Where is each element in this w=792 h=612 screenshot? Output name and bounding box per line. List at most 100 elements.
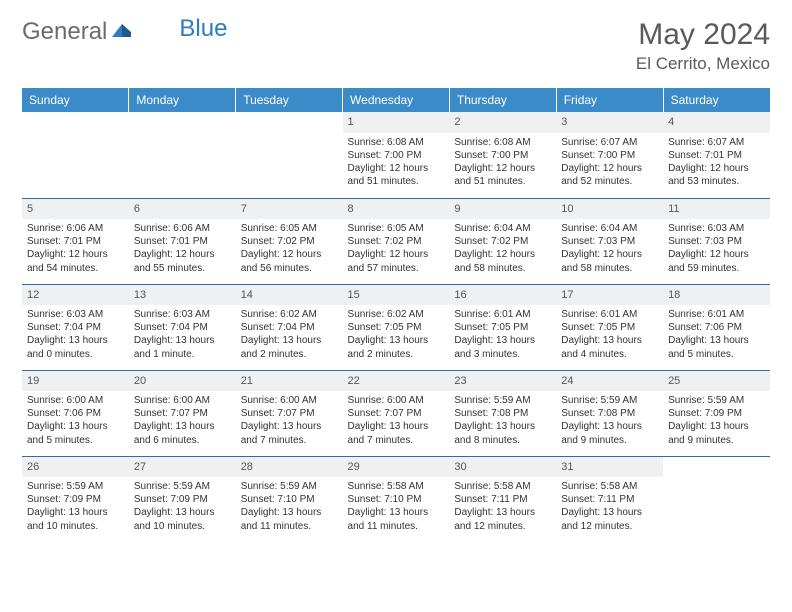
calendar-day-cell	[129, 112, 236, 198]
day-details: Sunrise: 6:02 AMSunset: 7:04 PMDaylight:…	[241, 308, 338, 361]
month-title: May 2024	[636, 18, 770, 52]
day-number: 28	[236, 457, 343, 478]
calendar-day-cell: 27Sunrise: 5:59 AMSunset: 7:09 PMDayligh…	[129, 456, 236, 542]
day-details: Sunrise: 6:00 AMSunset: 7:07 PMDaylight:…	[134, 394, 231, 447]
day-details: Sunrise: 6:08 AMSunset: 7:00 PMDaylight:…	[454, 136, 551, 189]
day-number: 12	[22, 285, 129, 306]
logo: General Blue	[22, 18, 227, 46]
day-number: 19	[22, 371, 129, 392]
calendar-day-cell: 3 Sunrise: 6:07 AMSunset: 7:00 PMDaylight…	[556, 112, 663, 198]
day-details: Sunrise: 5:58 AMSunset: 7:10 PMDaylight:…	[348, 480, 445, 533]
title-block: May 2024 El Cerrito, Mexico	[636, 18, 770, 74]
calendar-day-cell: 16Sunrise: 6:01 AMSunset: 7:05 PMDayligh…	[449, 284, 556, 370]
calendar-day-cell: 25Sunrise: 5:59 AMSunset: 7:09 PMDayligh…	[663, 370, 770, 456]
calendar-day-cell: 10Sunrise: 6:04 AMSunset: 7:03 PMDayligh…	[556, 198, 663, 284]
calendar-day-cell: 22Sunrise: 6:00 AMSunset: 7:07 PMDayligh…	[343, 370, 450, 456]
calendar-day-cell: 28Sunrise: 5:59 AMSunset: 7:10 PMDayligh…	[236, 456, 343, 542]
weekday-header: Saturday	[663, 88, 770, 112]
logo-text-blue: Blue	[179, 15, 227, 43]
day-details: Sunrise: 5:58 AMSunset: 7:11 PMDaylight:…	[561, 480, 658, 533]
calendar-day-cell: 13Sunrise: 6:03 AMSunset: 7:04 PMDayligh…	[129, 284, 236, 370]
weekday-header: Monday	[129, 88, 236, 112]
calendar-day-cell: 20Sunrise: 6:00 AMSunset: 7:07 PMDayligh…	[129, 370, 236, 456]
calendar-week-row: 12Sunrise: 6:03 AMSunset: 7:04 PMDayligh…	[22, 284, 770, 370]
day-details: Sunrise: 6:05 AMSunset: 7:02 PMDaylight:…	[348, 222, 445, 275]
calendar-table: SundayMondayTuesdayWednesdayThursdayFrid…	[22, 88, 770, 542]
calendar-day-cell	[236, 112, 343, 198]
weekday-header: Sunday	[22, 88, 129, 112]
day-number: 1	[343, 112, 450, 133]
day-number: 6	[129, 199, 236, 220]
logo-icon	[108, 18, 133, 46]
day-details: Sunrise: 6:03 AMSunset: 7:04 PMDaylight:…	[134, 308, 231, 361]
calendar-day-cell	[22, 112, 129, 198]
weekday-header: Tuesday	[236, 88, 343, 112]
day-details: Sunrise: 6:04 AMSunset: 7:02 PMDaylight:…	[454, 222, 551, 275]
day-number: 8	[343, 199, 450, 220]
calendar-week-row: 26Sunrise: 5:59 AMSunset: 7:09 PMDayligh…	[22, 456, 770, 542]
calendar-day-cell: 17Sunrise: 6:01 AMSunset: 7:05 PMDayligh…	[556, 284, 663, 370]
day-details: Sunrise: 6:08 AMSunset: 7:00 PMDaylight:…	[348, 136, 445, 189]
calendar-day-cell: 4 Sunrise: 6:07 AMSunset: 7:01 PMDaylight…	[663, 112, 770, 198]
day-details: Sunrise: 5:58 AMSunset: 7:11 PMDaylight:…	[454, 480, 551, 533]
location-label: El Cerrito, Mexico	[636, 54, 770, 74]
day-number: 30	[449, 457, 556, 478]
day-details: Sunrise: 6:06 AMSunset: 7:01 PMDaylight:…	[27, 222, 124, 275]
day-number: 18	[663, 285, 770, 306]
day-details: Sunrise: 6:02 AMSunset: 7:05 PMDaylight:…	[348, 308, 445, 361]
day-number: 10	[556, 199, 663, 220]
day-number: 5	[22, 199, 129, 220]
day-details: Sunrise: 6:00 AMSunset: 7:06 PMDaylight:…	[27, 394, 124, 447]
calendar-day-cell: 12Sunrise: 6:03 AMSunset: 7:04 PMDayligh…	[22, 284, 129, 370]
calendar-day-cell: 9Sunrise: 6:04 AMSunset: 7:02 PMDaylight…	[449, 198, 556, 284]
calendar-day-cell: 11Sunrise: 6:03 AMSunset: 7:03 PMDayligh…	[663, 198, 770, 284]
logo-text-gray: General	[22, 18, 107, 46]
day-details: Sunrise: 6:03 AMSunset: 7:03 PMDaylight:…	[668, 222, 765, 275]
day-number: 13	[129, 285, 236, 306]
calendar-day-cell: 19Sunrise: 6:00 AMSunset: 7:06 PMDayligh…	[22, 370, 129, 456]
day-number: 4	[663, 112, 770, 133]
day-number: 14	[236, 285, 343, 306]
day-details: Sunrise: 6:00 AMSunset: 7:07 PMDaylight:…	[348, 394, 445, 447]
calendar-day-cell: 15Sunrise: 6:02 AMSunset: 7:05 PMDayligh…	[343, 284, 450, 370]
day-details: Sunrise: 5:59 AMSunset: 7:09 PMDaylight:…	[134, 480, 231, 533]
day-details: Sunrise: 6:07 AMSunset: 7:00 PMDaylight:…	[561, 136, 658, 189]
page-header: General Blue May 2024 El Cerrito, Mexico	[22, 18, 770, 74]
calendar-day-cell: 21Sunrise: 6:00 AMSunset: 7:07 PMDayligh…	[236, 370, 343, 456]
weekday-header: Thursday	[449, 88, 556, 112]
day-number: 2	[449, 112, 556, 133]
calendar-day-cell: 23Sunrise: 5:59 AMSunset: 7:08 PMDayligh…	[449, 370, 556, 456]
day-number: 20	[129, 371, 236, 392]
day-details: Sunrise: 6:07 AMSunset: 7:01 PMDaylight:…	[668, 136, 765, 189]
calendar-day-cell: 2 Sunrise: 6:08 AMSunset: 7:00 PMDaylight…	[449, 112, 556, 198]
calendar-day-cell: 1 Sunrise: 6:08 AMSunset: 7:00 PMDaylight…	[343, 112, 450, 198]
day-number: 23	[449, 371, 556, 392]
day-number: 7	[236, 199, 343, 220]
day-details: Sunrise: 5:59 AMSunset: 7:09 PMDaylight:…	[27, 480, 124, 533]
calendar-week-row: 19Sunrise: 6:00 AMSunset: 7:06 PMDayligh…	[22, 370, 770, 456]
weekday-header: Wednesday	[343, 88, 450, 112]
day-details: Sunrise: 5:59 AMSunset: 7:08 PMDaylight:…	[454, 394, 551, 447]
day-details: Sunrise: 6:04 AMSunset: 7:03 PMDaylight:…	[561, 222, 658, 275]
day-details: Sunrise: 5:59 AMSunset: 7:10 PMDaylight:…	[241, 480, 338, 533]
calendar-day-cell: 26Sunrise: 5:59 AMSunset: 7:09 PMDayligh…	[22, 456, 129, 542]
day-number: 3	[556, 112, 663, 133]
weekday-header-row: SundayMondayTuesdayWednesdayThursdayFrid…	[22, 88, 770, 112]
day-number: 15	[343, 285, 450, 306]
day-details: Sunrise: 6:06 AMSunset: 7:01 PMDaylight:…	[134, 222, 231, 275]
calendar-day-cell: 6Sunrise: 6:06 AMSunset: 7:01 PMDaylight…	[129, 198, 236, 284]
calendar-day-cell: 8Sunrise: 6:05 AMSunset: 7:02 PMDaylight…	[343, 198, 450, 284]
calendar-day-cell: 5Sunrise: 6:06 AMSunset: 7:01 PMDaylight…	[22, 198, 129, 284]
day-details: Sunrise: 6:03 AMSunset: 7:04 PMDaylight:…	[27, 308, 124, 361]
day-details: Sunrise: 6:00 AMSunset: 7:07 PMDaylight:…	[241, 394, 338, 447]
day-number: 25	[663, 371, 770, 392]
day-number: 21	[236, 371, 343, 392]
day-number: 17	[556, 285, 663, 306]
day-number: 9	[449, 199, 556, 220]
day-details: Sunrise: 6:01 AMSunset: 7:05 PMDaylight:…	[561, 308, 658, 361]
day-details: Sunrise: 6:01 AMSunset: 7:06 PMDaylight:…	[668, 308, 765, 361]
calendar-day-cell	[663, 456, 770, 542]
calendar-week-row: 5Sunrise: 6:06 AMSunset: 7:01 PMDaylight…	[22, 198, 770, 284]
day-details: Sunrise: 6:05 AMSunset: 7:02 PMDaylight:…	[241, 222, 338, 275]
weekday-header: Friday	[556, 88, 663, 112]
